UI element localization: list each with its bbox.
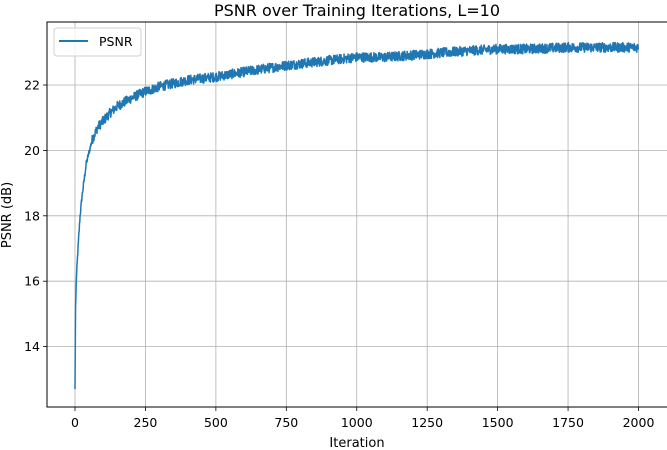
x-tick-label: 2000 [623,415,655,430]
psnr-series [74,41,640,390]
x-tick-label: 1250 [411,415,443,430]
y-axis-ticks: 14 16 18 20 22 [24,78,47,354]
y-tick-label: 18 [24,208,40,223]
x-tick-label: 500 [204,415,228,430]
x-tick-label: 0 [71,415,79,430]
x-tick-label: 1500 [482,415,514,430]
plot-frame [46,21,667,408]
x-axis-label: Iteration [329,436,384,450]
x-tick-label: 1000 [341,415,373,430]
y-tick-label: 16 [24,274,40,289]
y-axis-label: PSNR (dB) [0,182,15,248]
psnr-line [74,41,640,390]
x-tick-label: 1750 [552,415,584,430]
x-axis-ticks: 0 250 500 750 1000 1250 1500 1750 2000 [71,407,654,430]
grid-lines [47,22,667,407]
y-tick-label: 14 [24,339,40,354]
legend: PSNR [53,27,142,57]
x-tick-label: 250 [134,415,158,430]
x-tick-label: 750 [274,415,298,430]
chart-title: PSNR over Training Iterations, L=10 [214,1,500,20]
y-tick-label: 22 [24,78,40,93]
legend-label-psnr: PSNR [99,34,133,49]
y-tick-label: 20 [24,143,40,158]
legend-box [53,27,142,57]
